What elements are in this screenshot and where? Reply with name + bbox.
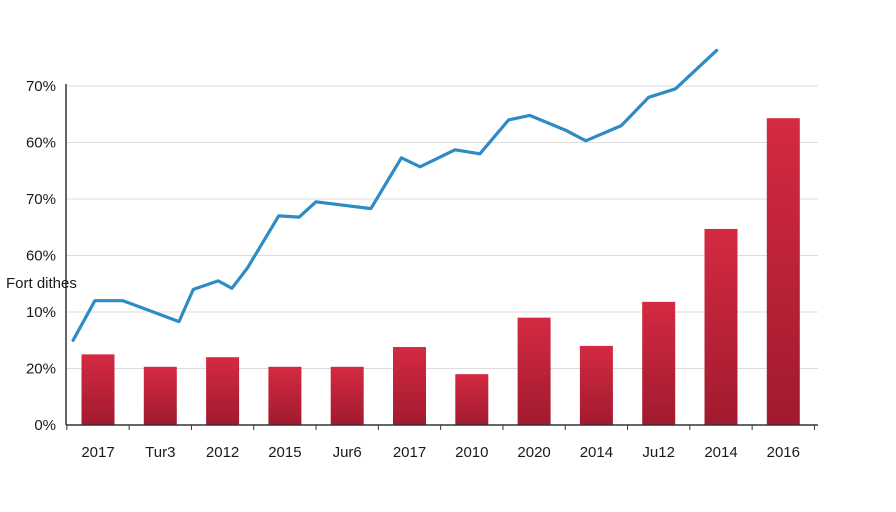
x-tick-label: 2020 (517, 444, 550, 461)
x-tick-label: 2014 (580, 444, 613, 461)
bar (330, 366, 364, 425)
bar (642, 301, 676, 425)
x-tick-label: 2016 (767, 444, 800, 461)
x-tick-label: 2017 (81, 444, 114, 461)
bar (579, 345, 613, 425)
y-axis-ticks: 0% 20% 10% 60% 70% 60% 70% (26, 78, 56, 434)
bar (704, 228, 738, 425)
gridlines (66, 85, 818, 369)
y-tick-label: 70% (26, 191, 56, 208)
x-tick-label: 2017 (393, 444, 426, 461)
bar-series (81, 118, 800, 425)
x-tick-label: 2010 (455, 444, 488, 461)
x-tick-label: 2015 (268, 444, 301, 461)
y-tick-label: 20% (26, 361, 56, 378)
x-tick-label: Jur6 (333, 444, 362, 461)
bar (766, 118, 800, 425)
y-tick-label: 60% (26, 248, 56, 265)
y-tick-label: 10% (26, 304, 56, 321)
line-series (71, 48, 719, 342)
bar (81, 354, 115, 425)
x-tick-label: 2012 (206, 444, 239, 461)
y-axis-label: Fort dithes (6, 275, 77, 292)
y-tick-label: 60% (26, 135, 56, 152)
x-tick-label: 2014 (704, 444, 737, 461)
x-tick-label: Ju12 (642, 444, 675, 461)
x-axis-ticks: 2017 Tur3 2012 2015 Jur6 2017 2010 2020 2014 Ju12… (66, 425, 815, 461)
bar (517, 317, 551, 425)
y-tick-label: 70% (26, 78, 56, 95)
bar (268, 366, 302, 425)
y-tick-label: 0% (34, 417, 56, 434)
bar (393, 347, 426, 425)
x-tick-label: Tur3 (145, 444, 175, 461)
bar (455, 374, 489, 425)
bar (143, 366, 177, 425)
bar (206, 357, 240, 425)
